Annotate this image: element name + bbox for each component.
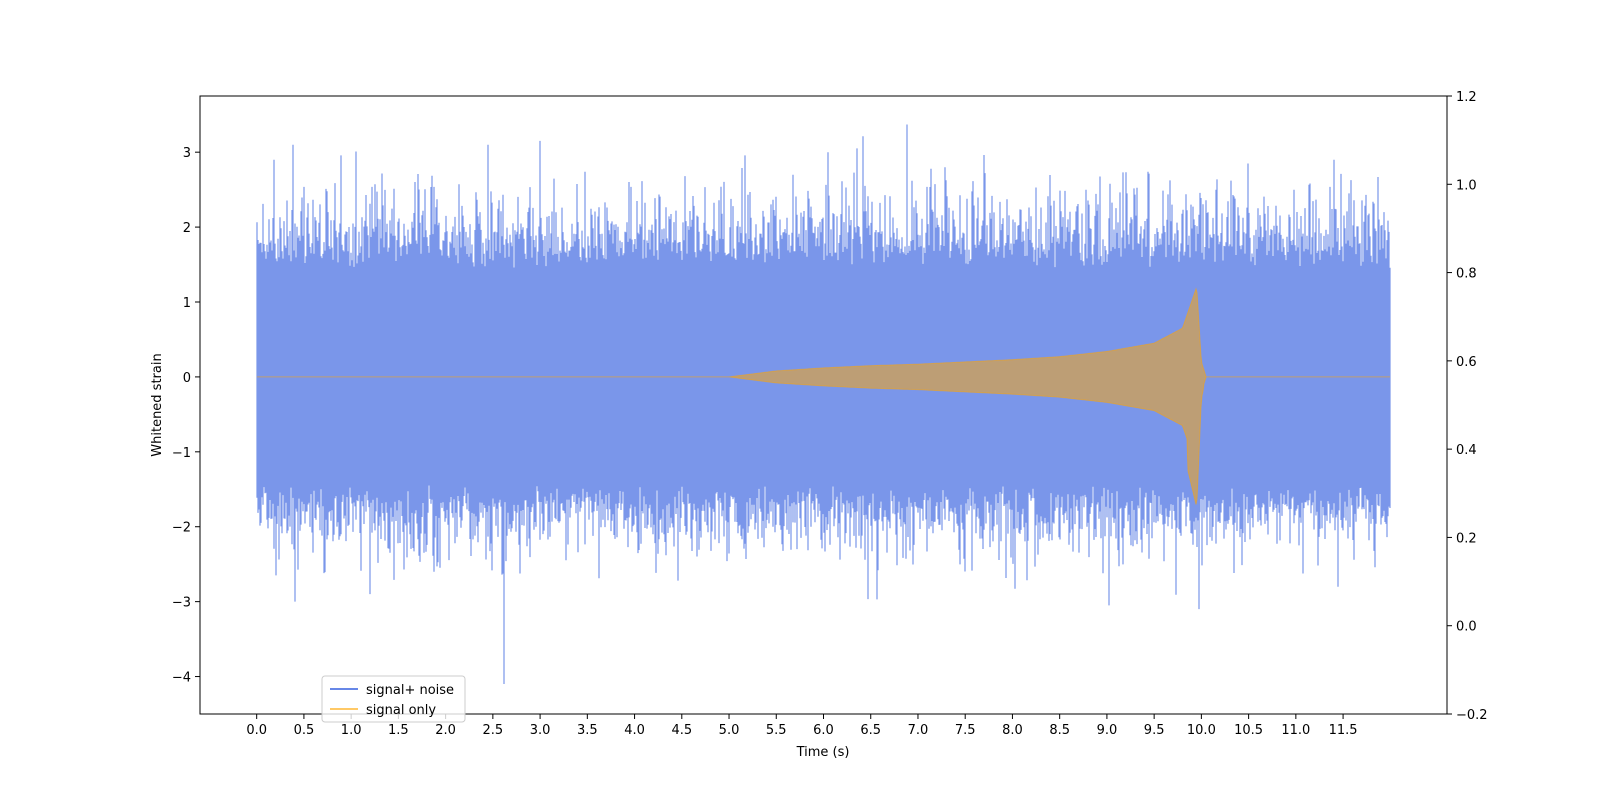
x-tick-label: 3.5 [577, 723, 598, 738]
x-tick-label: 9.5 [1144, 723, 1165, 738]
legend-label-signal-noise: signal+ noise [366, 683, 454, 698]
y2-tick-label: 0.8 [1456, 267, 1477, 282]
y2-tick-label: 0.6 [1456, 355, 1477, 370]
y2-tick-label: 0.0 [1456, 620, 1477, 635]
x-tick-label: 0.0 [246, 723, 267, 738]
y2-tick-label: 1.0 [1456, 178, 1477, 193]
x-axis-label: Time (s) [796, 745, 850, 760]
x-tick-label: 0.5 [294, 723, 315, 738]
plot-area [256, 124, 1391, 684]
x-tick-label: 4.5 [671, 723, 692, 738]
y2-tick-label: 1.2 [1456, 90, 1477, 105]
x-tick-label: 5.5 [766, 723, 787, 738]
y-axis-right: 1.2 1.0 0.8 0.6 0.4 0.2 0.0 −0.2 [1447, 90, 1488, 723]
y-axis-left: 3 2 1 0 −1 −2 −3 −4 [172, 146, 200, 686]
x-tick-label: 2.5 [483, 723, 504, 738]
y2-tick-label: −0.2 [1456, 708, 1488, 723]
x-tick-label: 8.5 [1049, 723, 1070, 738]
x-tick-label: 6.5 [860, 723, 881, 738]
legend: signal+ noise signal only [321, 675, 466, 723]
x-tick-label: 1.0 [341, 723, 362, 738]
x-tick-label: 11.0 [1281, 723, 1310, 738]
legend-frame [321, 675, 466, 723]
x-tick-label: 6.0 [813, 723, 834, 738]
legend-label-signal-only: signal only [366, 703, 436, 718]
y-tick-label: −3 [172, 596, 191, 611]
y2-tick-label: 0.4 [1456, 443, 1477, 458]
x-tick-label: 8.0 [1002, 723, 1023, 738]
x-tick-label: 2.0 [435, 723, 456, 738]
x-tick-label: 5.0 [719, 723, 740, 738]
y-tick-label: 0 [183, 371, 191, 386]
y-axis-label: Whitened strain [150, 353, 165, 456]
x-tick-label: 3.0 [530, 723, 551, 738]
x-tick-label: 1.5 [388, 723, 409, 738]
x-tick-label: 10.5 [1234, 723, 1263, 738]
x-tick-label: 4.0 [624, 723, 645, 738]
y-tick-label: −1 [172, 446, 191, 461]
x-tick-label: 10.0 [1187, 723, 1216, 738]
series-signal-noise [256, 124, 1391, 684]
x-tick-label: 7.5 [955, 723, 976, 738]
y-tick-label: 3 [183, 146, 191, 161]
y-tick-label: −2 [172, 521, 191, 536]
x-tick-label: 9.0 [1097, 723, 1118, 738]
series-signal-only [257, 287, 1390, 505]
y-tick-label: 2 [183, 221, 191, 236]
x-tick-label: 11.5 [1329, 723, 1358, 738]
y-tick-label: −4 [172, 671, 191, 686]
x-tick-label: 7.0 [908, 723, 929, 738]
y2-tick-label: 0.2 [1456, 531, 1477, 546]
y-tick-label: 1 [183, 296, 191, 311]
x-axis: 0.0 0.5 1.0 1.5 2.0 2.5 3.0 3.5 4.0 4.5 5.0 5.5 6.0 6… [246, 714, 1358, 738]
